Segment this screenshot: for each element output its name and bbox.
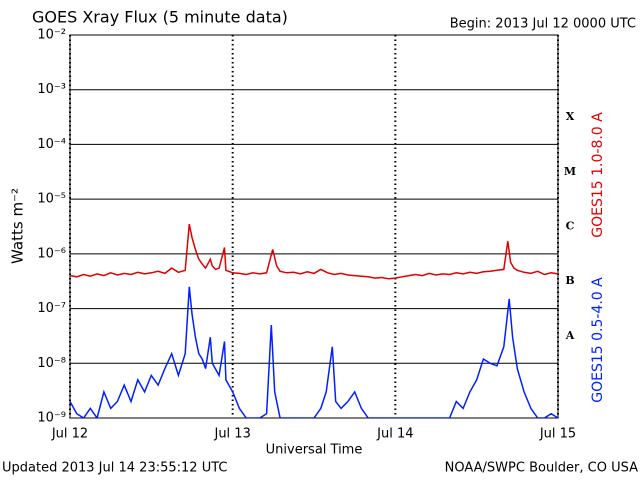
flare-class-label: M [564, 165, 576, 178]
y-tick-label: 10⁻⁷ [37, 301, 66, 316]
footer-left: Updated 2013 Jul 14 23:55:12 UTC [2, 461, 227, 476]
x-tick-label: Jul 14 [376, 427, 413, 442]
y-tick-label: 10⁻⁴ [37, 137, 66, 152]
y-tick-label: 10⁻³ [37, 82, 66, 97]
series-label: GOES15 0.5-4.0 A [590, 277, 606, 403]
series-line [70, 286, 558, 418]
chart-title: GOES Xray Flux (5 minute data) [32, 8, 288, 27]
series-line [70, 223, 558, 280]
flare-class-label: C [566, 220, 575, 233]
flare-class-label: X [566, 110, 575, 123]
plot-area [70, 223, 558, 418]
x-tick-label: Jul 15 [539, 427, 576, 442]
y-tick-label: 10⁻⁵ [37, 192, 66, 207]
y-tick-label: 10⁻⁸ [37, 356, 66, 371]
footer-right: NOAA/SWPC Boulder, CO USA [445, 461, 638, 476]
x-tick-label: Jul 12 [51, 427, 88, 442]
x-axis-label: Universal Time [266, 443, 363, 458]
flare-class-label: B [565, 274, 574, 287]
y-tick-label: 10⁻² [37, 28, 66, 43]
y-tick-label: 10⁻⁹ [37, 411, 66, 426]
chart-subtitle: Begin: 2013 Jul 12 0000 UTC [450, 17, 636, 32]
flare-class-label: A [565, 329, 575, 342]
y-axis-label: Watts m⁻² [9, 188, 27, 264]
x-tick-label: Jul 13 [213, 427, 250, 442]
series-label: GOES15 1.0-8.0 A [590, 112, 606, 238]
y-tick-label: 10⁻⁶ [37, 246, 66, 261]
